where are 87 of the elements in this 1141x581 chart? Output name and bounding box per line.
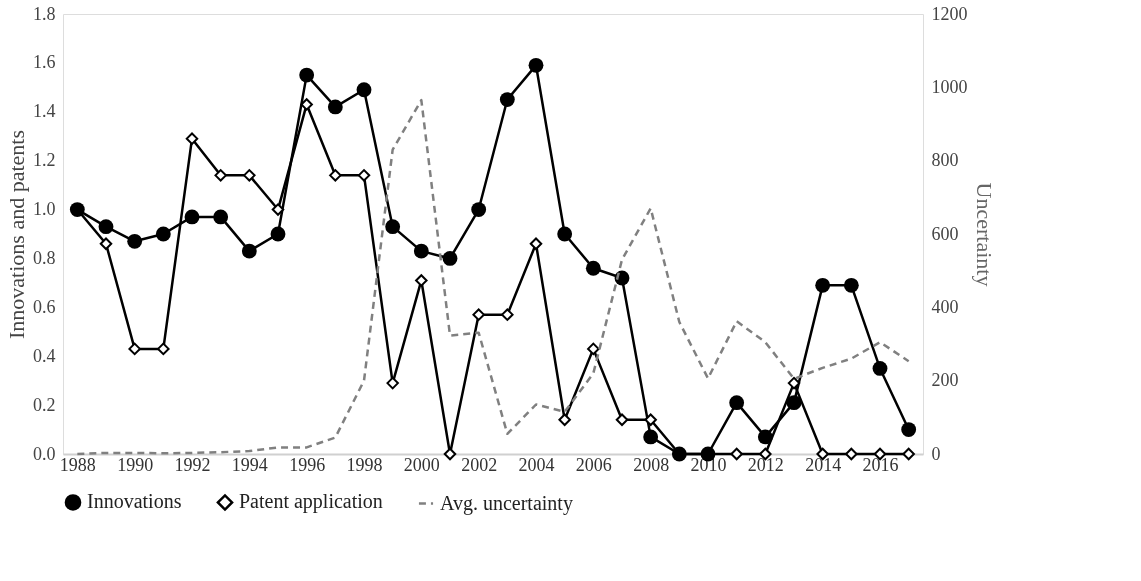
x-tick-label: 1996	[289, 454, 326, 475]
x-tick-label: 2012	[747, 454, 784, 475]
y-tick-label: 1.2	[33, 150, 56, 171]
point	[528, 57, 544, 73]
legend-label: Avg. uncertainty	[440, 491, 573, 515]
point	[902, 447, 915, 461]
point	[327, 99, 343, 115]
point	[357, 169, 371, 182]
y2-tick-label: 400	[931, 296, 959, 317]
y2-axis-title: Uncertainty	[971, 182, 997, 287]
point	[757, 429, 773, 445]
point	[271, 203, 285, 216]
point	[157, 342, 170, 356]
y2-tick-label: 600	[931, 223, 959, 244]
point	[644, 413, 657, 427]
y2-tick-label: 200	[931, 370, 959, 391]
y-tick-label: 1.6	[33, 52, 56, 73]
y2-tick-label: 0	[931, 443, 941, 464]
point	[499, 92, 515, 107]
point	[587, 342, 600, 356]
point	[299, 67, 315, 83]
point	[415, 274, 428, 287]
point	[730, 447, 743, 461]
y-tick-label: 0.8	[33, 247, 56, 268]
point	[213, 209, 229, 225]
x-tick-label: 1988	[59, 454, 96, 475]
point	[300, 98, 313, 111]
point	[872, 361, 888, 376]
point	[127, 233, 143, 249]
point	[471, 202, 487, 217]
point	[529, 237, 543, 251]
point	[901, 422, 917, 437]
y2-tick-label: 1200	[931, 3, 968, 24]
y2-tick-label: 1000	[931, 76, 968, 97]
point	[472, 308, 485, 321]
point	[329, 169, 342, 182]
point	[558, 413, 571, 427]
y-tick-label: 1.8	[33, 3, 56, 24]
point	[385, 219, 401, 235]
point	[356, 82, 372, 98]
y-tick-label: 0.6	[33, 296, 56, 317]
y-tick-label: 0.4	[33, 345, 56, 366]
point	[501, 308, 514, 321]
point	[615, 413, 629, 427]
point	[643, 429, 659, 445]
x-tick-label: 2008	[633, 454, 670, 475]
point	[442, 251, 458, 266]
point	[386, 376, 399, 390]
y-tick-label: 1.4	[33, 101, 56, 122]
x-tick-label: 1994	[231, 454, 268, 475]
legend-label: Patent application	[239, 490, 383, 514]
x-tick-label: 1990	[117, 454, 154, 475]
y-tick-label: 0.0	[33, 443, 56, 464]
y-tick-label: 0.2	[33, 394, 56, 415]
point	[786, 395, 802, 411]
point	[787, 376, 801, 390]
x-tick-label: 2002	[461, 454, 498, 475]
x-tick-label: 2006	[575, 454, 612, 475]
point	[214, 169, 227, 182]
y2-tick-label: 800	[931, 150, 959, 171]
point	[98, 219, 114, 235]
x-tick-label: 1992	[174, 454, 211, 475]
point	[845, 447, 858, 461]
x-tick-label: 2014	[805, 454, 842, 475]
point	[729, 395, 745, 411]
x-tick-label: 2010	[690, 454, 727, 475]
y-axis-title: Innovations and patents	[4, 130, 29, 339]
point	[243, 169, 256, 182]
point	[815, 277, 831, 293]
x-tick-label: 2016	[862, 454, 899, 475]
x-tick-label: 2000	[403, 454, 440, 475]
y-tick-label: 1.0	[33, 199, 56, 220]
legend-label: Innovations	[87, 490, 182, 513]
point	[843, 277, 859, 293]
x-tick-label: 2004	[518, 454, 555, 475]
point	[184, 209, 200, 225]
point	[185, 132, 199, 145]
point	[99, 237, 113, 251]
point	[557, 226, 573, 242]
point	[413, 243, 429, 259]
x-tick-label: 1998	[346, 454, 383, 475]
point	[241, 243, 257, 259]
point	[155, 226, 171, 242]
point	[443, 447, 457, 461]
point	[270, 226, 286, 242]
point	[128, 342, 141, 356]
point	[585, 260, 601, 276]
